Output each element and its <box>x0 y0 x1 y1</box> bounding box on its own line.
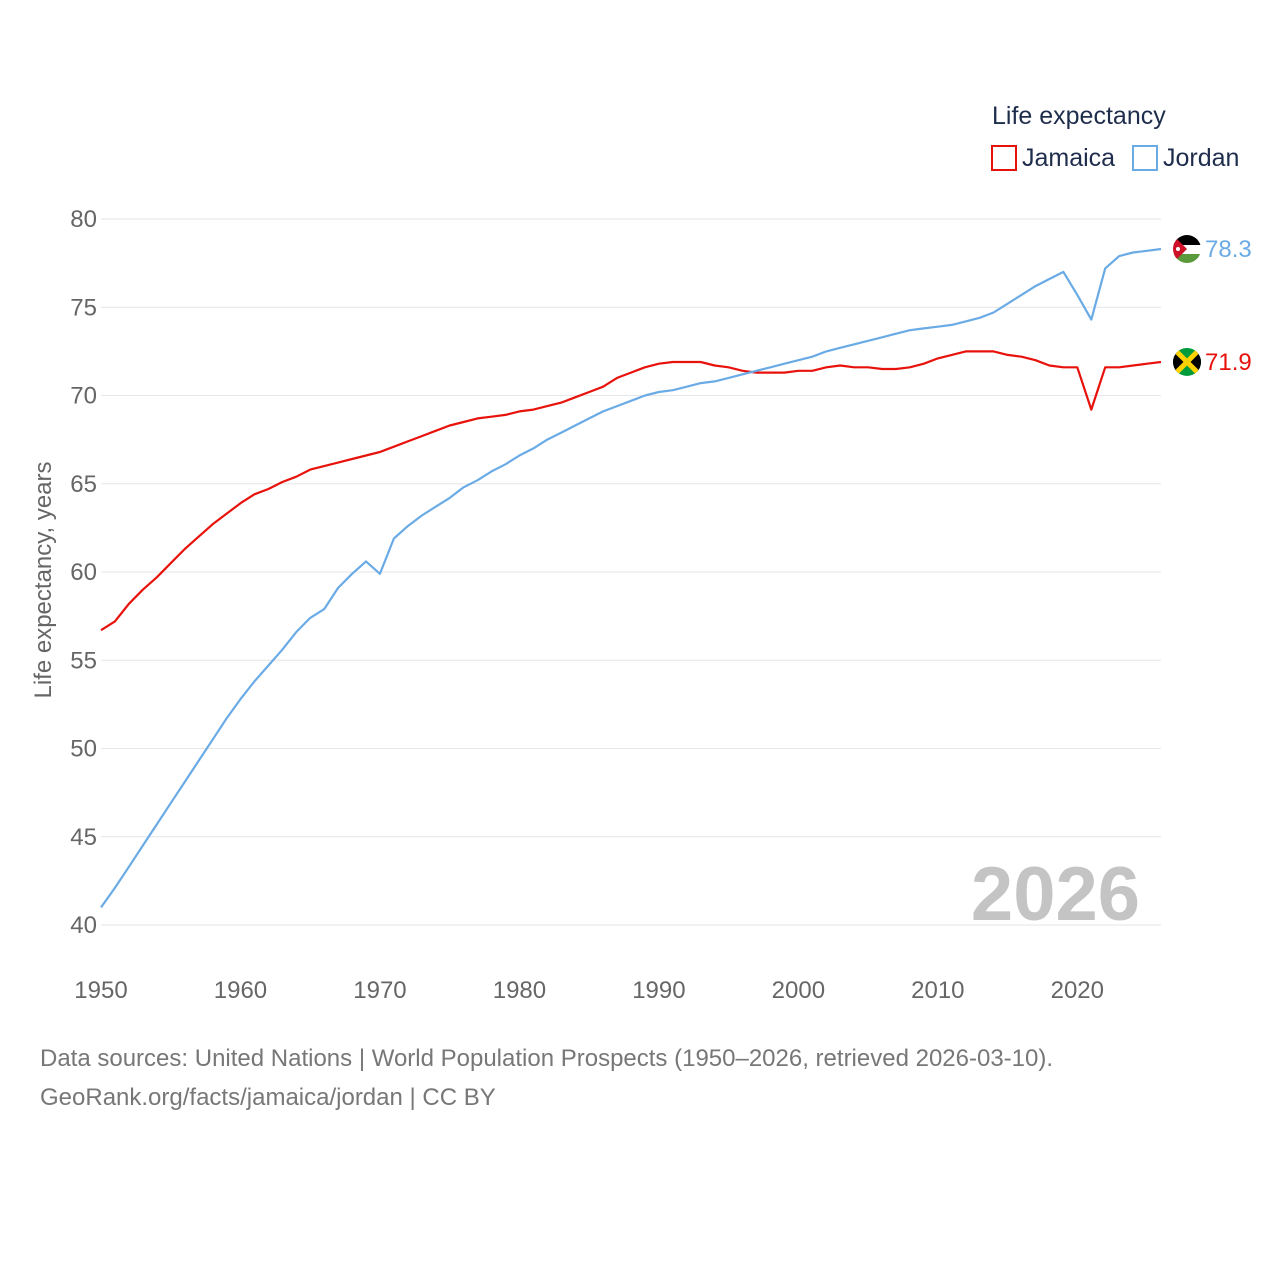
attribution-line: GeoRank.org/facts/jamaica/jordan | CC BY <box>40 1084 496 1111</box>
jordan-flag-icon <box>1173 235 1201 264</box>
series-layer <box>100 247 1162 909</box>
x-tick-label: 1960 <box>214 977 267 1004</box>
series-line-jordan[interactable] <box>100 247 1162 909</box>
series-line-jamaica[interactable] <box>100 350 1162 632</box>
x-tick-label: 2020 <box>1051 977 1104 1004</box>
y-tick-label: 55 <box>70 647 97 674</box>
legend-item-jordan[interactable]: Jordan <box>1132 144 1239 172</box>
y-axis-label: Life expectancy, years <box>30 461 57 698</box>
legend-label-jamaica: Jamaica <box>1022 144 1115 172</box>
year-overlay: 2026 <box>971 852 1140 937</box>
legend-swatch-jordan <box>1132 145 1158 171</box>
x-tick-label: 2000 <box>772 977 825 1004</box>
x-tick-label: 1990 <box>632 977 685 1004</box>
y-axis-ticks: 40 45 50 55 60 65 70 75 80 <box>70 206 97 939</box>
y-tick-label: 65 <box>70 471 97 498</box>
series-end-markers: 71.9 78.3 <box>1173 235 1252 376</box>
y-tick-label: 80 <box>70 206 97 233</box>
legend: Life expectancy Jamaica Jordan <box>991 102 1239 172</box>
legend-label-jordan: Jordan <box>1163 144 1239 172</box>
y-tick-label: 60 <box>70 559 97 586</box>
x-tick-label: 1950 <box>74 977 127 1004</box>
grid-layer <box>101 218 1161 926</box>
end-value-jordan: 78.3 <box>1205 236 1252 263</box>
x-tick-label: 1970 <box>353 977 406 1004</box>
y-tick-label: 75 <box>70 294 97 321</box>
jamaica-flag-icon <box>1173 347 1201 376</box>
source-line: Data sources: United Nations | World Pop… <box>40 1045 1054 1072</box>
legend-swatch-jamaica <box>991 145 1017 171</box>
legend-title: Life expectancy <box>992 102 1166 130</box>
y-tick-label: 40 <box>70 912 97 939</box>
y-tick-label: 70 <box>70 383 97 410</box>
y-tick-label: 45 <box>70 824 97 851</box>
y-tick-label: 50 <box>70 736 97 763</box>
x-axis-ticks: 1950 1960 1970 1980 1990 2000 2010 2020 <box>74 977 1104 1004</box>
x-tick-label: 2010 <box>911 977 964 1004</box>
end-value-jamaica: 71.9 <box>1205 349 1252 376</box>
x-tick-label: 1980 <box>493 977 546 1004</box>
legend-item-jamaica[interactable]: Jamaica <box>991 144 1115 172</box>
